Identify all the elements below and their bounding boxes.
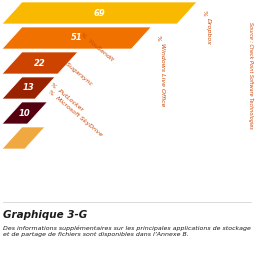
Text: 22: 22 <box>34 59 46 67</box>
Polygon shape <box>2 102 47 124</box>
Text: %  Microsoft SkyDrive: % Microsoft SkyDrive <box>47 89 103 137</box>
Polygon shape <box>2 2 197 24</box>
Text: Source : Check Point Software Technologies: Source : Check Point Software Technologi… <box>248 22 253 129</box>
Text: Dropbox: Dropbox <box>206 18 211 45</box>
Text: %  PutLocker: % PutLocker <box>49 82 84 112</box>
Text: %  Sugarsync: % Sugarsync <box>57 56 93 87</box>
Text: %  YouSendIt: % YouSendIt <box>80 32 115 62</box>
Text: 51: 51 <box>71 34 83 43</box>
Text: 69: 69 <box>94 8 105 17</box>
Text: %: % <box>201 10 206 16</box>
Text: Graphique 3-G: Graphique 3-G <box>3 210 87 220</box>
Polygon shape <box>2 127 45 149</box>
Text: 10: 10 <box>19 109 30 118</box>
Text: Des informations supplémentaires sur les principales applications de stockage
et: Des informations supplémentaires sur les… <box>3 226 251 237</box>
Text: %: % <box>155 35 160 41</box>
Polygon shape <box>2 52 78 74</box>
Text: 9: 9 <box>21 134 26 143</box>
Text: 13: 13 <box>23 83 34 92</box>
Polygon shape <box>2 77 55 99</box>
Text: Windows Live Office: Windows Live Office <box>160 43 165 106</box>
Polygon shape <box>2 27 151 49</box>
